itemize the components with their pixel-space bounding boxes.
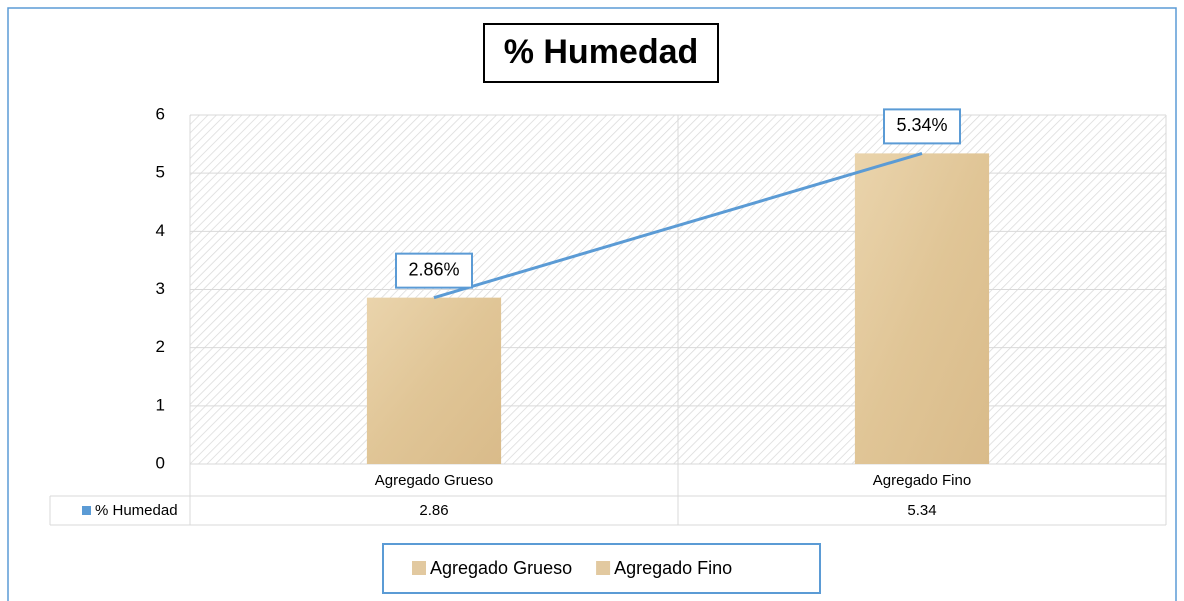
- chart-title: % Humedad: [504, 33, 699, 71]
- data-label-box: [395, 252, 473, 289]
- table-value: 5.34: [907, 502, 936, 519]
- data-label: 5.34%: [896, 115, 947, 135]
- chart-frame: [7, 7, 1177, 601]
- y-tick-label: 4: [156, 221, 165, 240]
- y-tick-label: 0: [156, 453, 165, 472]
- x-tick-label: Agregado Grueso: [375, 472, 493, 489]
- legend-swatch: [596, 561, 611, 575]
- y-tick-label: 3: [156, 279, 165, 298]
- y-tick-label: 1: [156, 395, 165, 414]
- y-tick-label: 6: [156, 104, 165, 123]
- bar: [854, 153, 990, 464]
- table-series-name: % Humedad: [95, 502, 178, 519]
- title-box: [483, 23, 719, 83]
- legend-label: Agregado Grueso: [430, 558, 572, 578]
- bar: [366, 297, 502, 464]
- legend-swatch: [412, 561, 426, 575]
- data-label-box: [883, 108, 961, 145]
- x-tick-label: Agregado Fino: [873, 472, 971, 489]
- trend-line: [433, 151, 923, 300]
- legend-label: Agregado Fino: [614, 558, 732, 578]
- table-legend-key: [82, 506, 91, 515]
- data-label: 2.86%: [408, 259, 459, 279]
- y-tick-label: 2: [156, 337, 165, 356]
- table-value: 2.86: [419, 502, 448, 519]
- y-tick-label: 5: [156, 163, 165, 182]
